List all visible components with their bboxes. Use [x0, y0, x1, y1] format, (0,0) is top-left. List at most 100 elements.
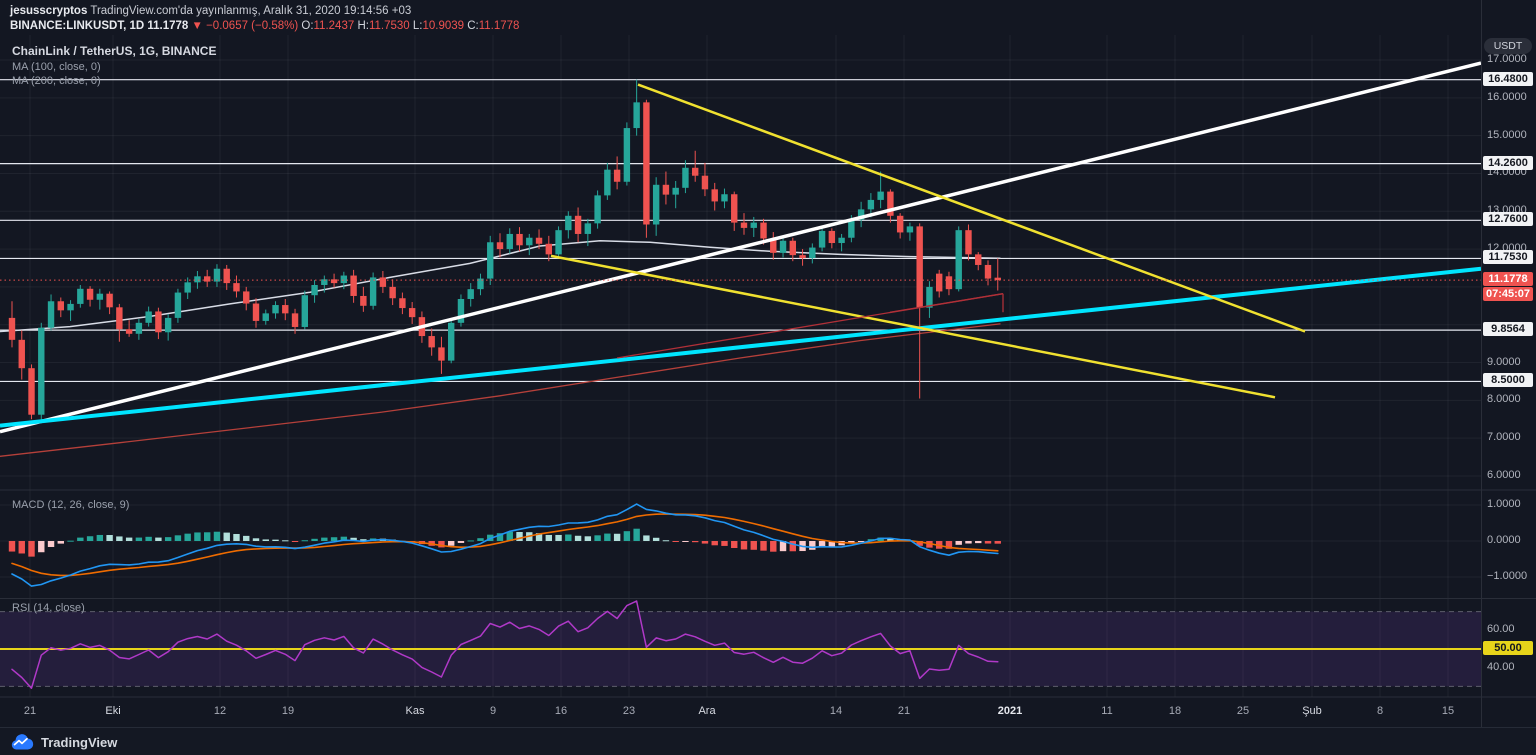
macd-histogram-bar — [96, 534, 104, 541]
macd-histogram-bar — [672, 541, 679, 542]
macd-histogram-bar — [516, 531, 523, 541]
candle-body — [350, 275, 357, 296]
macd-legend[interactable]: MACD (12, 26, close, 9) — [12, 499, 130, 511]
macd-histogram-bar — [223, 532, 230, 541]
candle-body — [18, 339, 25, 369]
candle-body — [984, 264, 992, 279]
candle-body — [682, 167, 689, 188]
candle-body — [906, 226, 914, 233]
candle-body — [389, 286, 396, 299]
candle-body — [379, 277, 387, 287]
candle-body — [750, 222, 757, 228]
macd-histogram-bar — [272, 539, 279, 541]
macd-histogram-bar — [955, 541, 962, 545]
price-tick-label: 7.0000 — [1487, 431, 1521, 444]
macd-tick-label: 1.0000 — [1487, 498, 1521, 510]
macd-histogram-bar — [945, 541, 953, 549]
macd-histogram-bar — [18, 541, 25, 554]
macd-histogram-bar — [262, 539, 269, 541]
time-tick-label: 18 — [1168, 705, 1182, 717]
macd-histogram-bar — [535, 533, 543, 541]
candle-body — [340, 275, 348, 284]
candle-body — [887, 191, 894, 216]
candle-body — [643, 102, 650, 225]
price-level-label: 12.7600 — [1483, 212, 1533, 227]
candle-body — [604, 169, 611, 196]
open-label: O: — [301, 20, 314, 32]
currency-toggle-button[interactable]: USDT — [1484, 38, 1532, 54]
time-tick-label: 11 — [1101, 705, 1113, 717]
price-level-label: 16.4800 — [1483, 71, 1533, 86]
candle-body — [633, 102, 640, 129]
macd-histogram-bar — [750, 541, 757, 550]
macd-histogram-bar — [311, 538, 318, 541]
macd-histogram-bar — [233, 533, 240, 541]
time-tick-label: 23 — [622, 705, 636, 717]
macd-histogram-bar — [545, 534, 552, 541]
candle-body — [321, 279, 328, 285]
candle-body — [145, 311, 152, 323]
candle-body — [555, 230, 562, 255]
close-label: C: — [467, 20, 479, 32]
macd-histogram-bar — [975, 541, 982, 544]
high-value: 11.7530 — [368, 20, 410, 32]
time-tick-label: 14 — [829, 705, 843, 717]
ma100-legend[interactable]: MA (100, close, 0) — [12, 61, 101, 73]
macd-histogram-bar — [633, 528, 640, 541]
bar-countdown-label: 07:45:07 — [1483, 287, 1533, 302]
time-tick-label: 21 — [897, 705, 911, 717]
rsi-legend[interactable]: RSI (14, close) — [12, 602, 85, 614]
candle-body — [233, 283, 240, 292]
candle-body — [526, 237, 533, 246]
candle-body — [975, 254, 982, 265]
candle-body — [545, 243, 552, 255]
macd-histogram-bar — [506, 531, 513, 541]
yellow-descending-lower-trendline — [550, 254, 1276, 399]
macd-histogram-bar — [252, 538, 260, 541]
macd-histogram-bar — [555, 534, 562, 541]
symbol-title[interactable]: BINANCE:LINKUSDT, 1D — [10, 20, 145, 32]
author-name[interactable]: jesusscryptos — [10, 5, 88, 17]
macd-histogram-bar — [711, 541, 718, 546]
candle-body — [174, 292, 182, 318]
brand-name[interactable]: TradingView — [41, 734, 118, 750]
main-pane-legend: ChainLink / TetherUS, 1G, BINANCE MA (10… — [12, 44, 216, 88]
macd-histogram-bar — [721, 541, 728, 546]
time-tick-label: 8 — [1376, 705, 1384, 717]
macd-histogram-bar — [701, 541, 709, 544]
candle-body — [457, 298, 465, 323]
time-tick-label: 19 — [281, 705, 295, 717]
macd-histogram-bar — [877, 537, 884, 541]
macd-histogram-bar — [926, 541, 933, 548]
rsi-line — [11, 600, 999, 689]
chart-title[interactable]: ChainLink / TetherUS, 1G, BINANCE — [12, 44, 217, 58]
candle-body — [106, 293, 113, 308]
time-tick-label: 16 — [554, 705, 568, 717]
macd-histogram-bar — [623, 531, 631, 541]
macd-histogram-bar — [438, 541, 445, 548]
macd-histogram-bar — [887, 538, 894, 541]
macd-histogram-bar — [984, 541, 992, 544]
candle-body — [994, 277, 1001, 281]
macd-histogram-bar — [457, 541, 465, 543]
macd-histogram-bar — [779, 541, 787, 552]
macd-histogram-bar — [213, 531, 221, 541]
candle-body — [867, 199, 875, 210]
macd-histogram-bar — [731, 541, 738, 549]
price-axis[interactable]: USDT 17.0000 16.0000 15.0000 14.0000 13.0000… — [1482, 0, 1536, 727]
candle-body — [301, 295, 308, 327]
ma200-legend[interactable]: MA (200, close, 0) — [12, 75, 101, 87]
brand-bar: TradingView — [0, 727, 1536, 755]
price-level-label: 9.8564 — [1483, 322, 1533, 337]
macd-histogram-bar — [204, 532, 211, 541]
tradingview-logo-icon[interactable] — [10, 733, 34, 751]
macd-histogram-bar — [574, 535, 582, 541]
candle-body — [818, 230, 826, 248]
time-axis[interactable]: 21 Eki 12 19 Kas 9 16 23 Ara 14 21 2021 11 18 25 Şub 8 15 — [0, 698, 1481, 727]
macd-histogram-bar — [613, 533, 621, 541]
macd-histogram-bar — [47, 541, 55, 547]
candle-body — [574, 215, 582, 234]
price-tick-label: 8.0000 — [1487, 393, 1521, 406]
candle-body — [282, 305, 289, 314]
